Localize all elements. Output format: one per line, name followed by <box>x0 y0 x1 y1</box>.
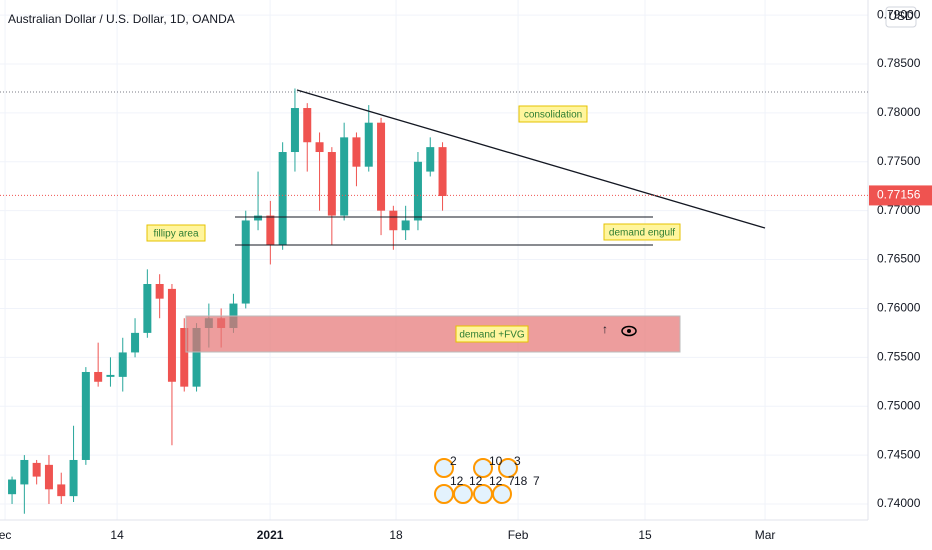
annotation-box <box>518 105 588 123</box>
event-count: 12 <box>469 474 483 488</box>
candle-body <box>413 161 422 221</box>
candle-body <box>327 152 336 216</box>
annotation: demand +FVG <box>459 330 525 341</box>
event-count: 12 <box>450 474 464 488</box>
x-tick-label: 14 <box>110 528 124 542</box>
eye-pupil <box>627 329 631 333</box>
candle-body <box>32 462 41 477</box>
candle-body <box>278 152 287 245</box>
candle-body <box>389 210 398 231</box>
y-tick-label: 0.76500 <box>877 252 921 266</box>
candle-body <box>81 371 90 460</box>
event-icon <box>473 458 493 478</box>
candle-body <box>426 147 435 172</box>
eye-icon <box>621 325 637 337</box>
y-tick-label: 0.78500 <box>877 56 921 70</box>
x-tick-label: 2021 <box>257 528 284 542</box>
currency[interactable]: USD <box>888 9 914 23</box>
last-price-box <box>869 185 932 206</box>
x-tick-label: 15 <box>638 528 652 542</box>
candle-body <box>94 371 103 382</box>
candle-body <box>401 220 410 231</box>
annotation-box <box>455 325 529 343</box>
candle-body <box>118 352 127 377</box>
annotation: consolidation <box>524 110 582 121</box>
fvg-zone <box>185 315 681 353</box>
x-tick-label: Mar <box>755 528 776 542</box>
y-tick-label: 0.78000 <box>877 105 921 119</box>
event-icon <box>498 458 518 478</box>
candle-body <box>290 108 299 153</box>
candle-body <box>180 327 189 387</box>
y-tick-label: 0.77500 <box>877 154 921 168</box>
candle-body <box>254 215 263 221</box>
arrow-icon: ↑ <box>602 322 608 336</box>
candle-body <box>340 137 349 216</box>
x-tick-label: ec <box>0 528 11 542</box>
y-tick-label: 0.74000 <box>877 496 921 510</box>
event-count: 3 <box>514 454 521 468</box>
event-count: 7 <box>533 474 540 488</box>
candle-body <box>303 108 312 143</box>
event-count: 7 <box>508 474 515 488</box>
event-count: 10 <box>489 454 503 468</box>
y-tick-label: 0.75500 <box>877 349 921 363</box>
candle-body <box>377 122 386 211</box>
y-tick-label: 0.75000 <box>877 398 921 412</box>
event-count: 18 <box>514 474 528 488</box>
candle-body <box>352 137 361 167</box>
candle-body <box>266 215 275 245</box>
candle-body <box>438 147 447 197</box>
annotation: fillipy area <box>153 229 198 240</box>
x-tick-label: 18 <box>389 528 403 542</box>
event-count: 12 <box>489 474 503 488</box>
candle-body <box>8 479 17 495</box>
annotation-box <box>146 224 206 242</box>
event-icon <box>492 484 512 504</box>
annotation: demand engulf <box>609 228 675 239</box>
candle-body <box>57 484 66 497</box>
candle-body <box>106 374 115 377</box>
candle-body <box>241 220 250 304</box>
candle-body <box>155 284 164 299</box>
y-tick-label: 0.74500 <box>877 447 921 461</box>
x-tick-label: Feb <box>508 528 529 542</box>
candles <box>8 88 447 514</box>
event-icon <box>453 484 473 504</box>
candle-body <box>44 464 53 490</box>
candle-body <box>20 459 29 485</box>
event-count: 2 <box>450 454 457 468</box>
candle-body <box>192 327 201 387</box>
trend-line <box>296 89 766 229</box>
annotation-box <box>603 223 681 241</box>
currency-button[interactable] <box>885 6 917 28</box>
chart-title: Australian Dollar / U.S. Dollar, 1D, OAN… <box>8 12 235 26</box>
candle-body <box>143 284 152 333</box>
candle-body <box>69 459 78 497</box>
events: 2 10 312 12 12 7 18 7 <box>434 454 540 504</box>
last-price-label: 0.77156 <box>877 188 921 202</box>
candle-body <box>131 332 140 353</box>
event-icon <box>434 458 454 478</box>
y-tick-label: 0.76000 <box>877 301 921 315</box>
candle-body <box>364 122 373 167</box>
candle-body <box>167 288 176 382</box>
y-tick-label: 0.77000 <box>877 203 921 217</box>
candle-body <box>315 142 324 153</box>
y-tick-label: 0.79000 <box>877 7 921 21</box>
